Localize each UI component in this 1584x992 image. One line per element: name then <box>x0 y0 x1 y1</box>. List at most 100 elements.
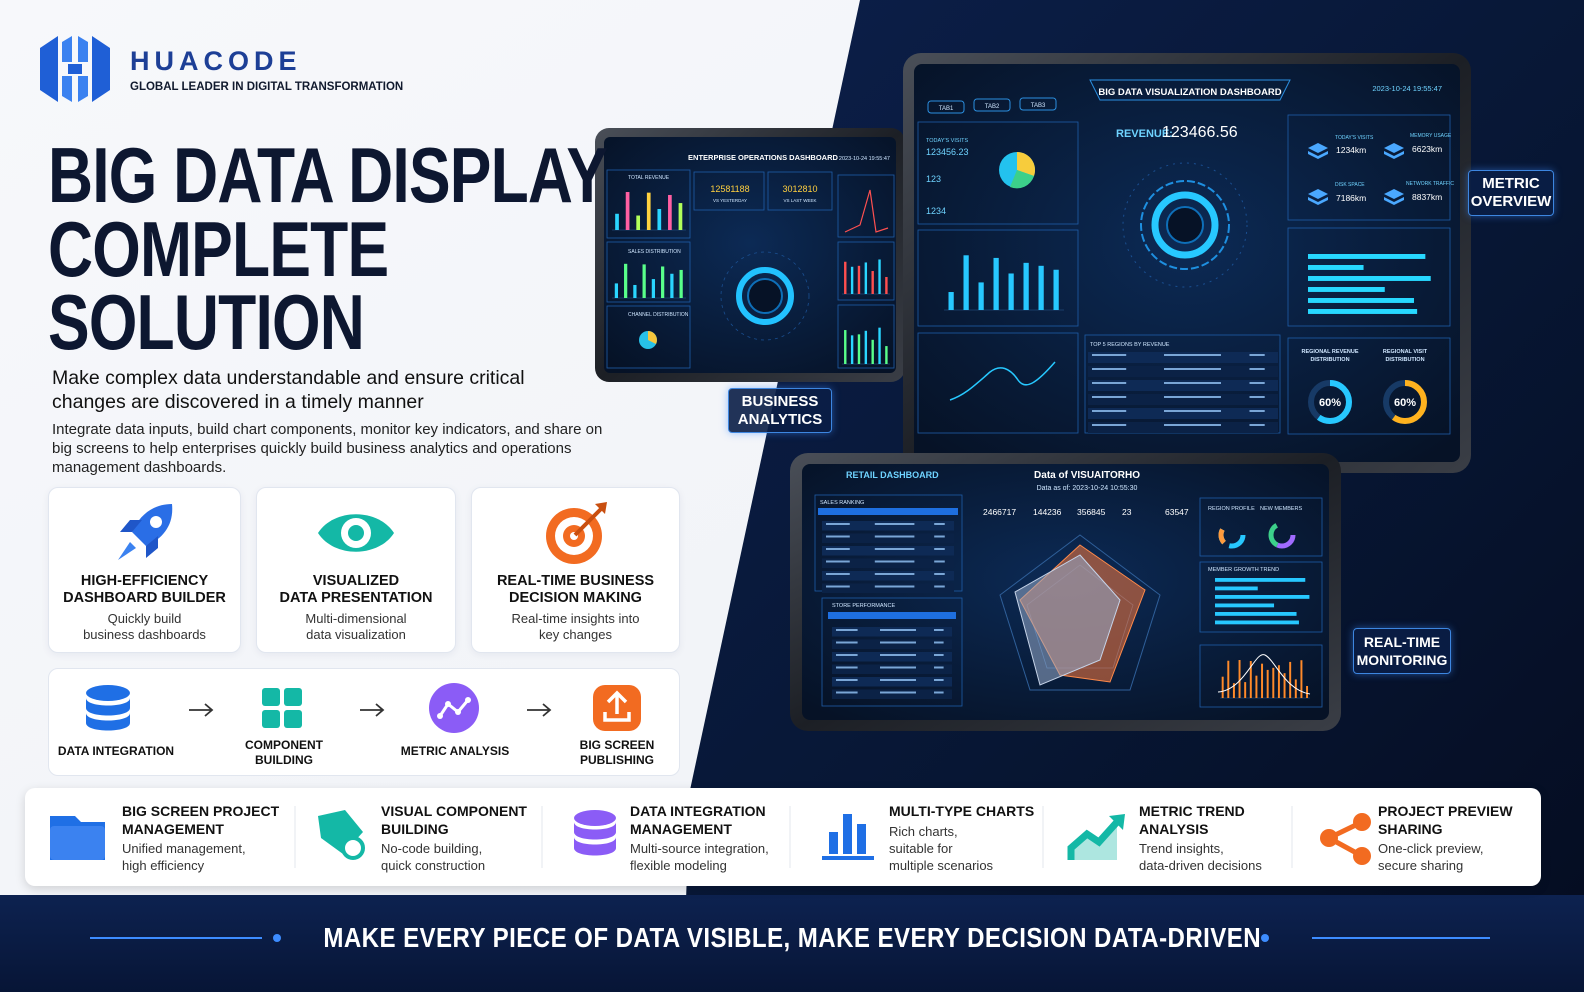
bar-decor <box>1308 276 1431 281</box>
cube-icon <box>1384 189 1404 205</box>
slogan: MAKE EVERY PIECE OF DATA VISIBLE, MAKE E… <box>0 922 1584 954</box>
radar-area <box>1014 554 1121 686</box>
capability-description: Rich charts, suitable for multiple scenari… <box>889 823 1034 874</box>
badge: REAL-TIME MONITORING <box>1353 628 1451 674</box>
row-decor <box>1088 380 1278 391</box>
tab[interactable] <box>1019 97 1057 111</box>
cell-decor <box>1092 424 1127 426</box>
badge: BUSINESS ANALYTICS <box>728 388 832 433</box>
bar-decor <box>1277 665 1280 698</box>
desc-line: secure sharing <box>1378 858 1464 873</box>
folder-icon <box>50 816 105 860</box>
bar-decor <box>1300 660 1303 698</box>
bar-decor <box>1272 667 1275 698</box>
metric-icons <box>1308 143 1404 205</box>
badge-line: BUSINESS <box>741 393 819 410</box>
tab-label[interactable]: TAB3 <box>1031 103 1046 109</box>
desc-line: data visualization <box>306 627 406 642</box>
title-line: DASHBOARD BUILDER <box>63 590 226 606</box>
capability: VISUAL COMPONENT BUILDING No-code building… <box>381 803 527 874</box>
tab-label[interactable]: TAB2 <box>985 104 1000 110</box>
desc-line: data-driven decisions <box>1139 858 1262 873</box>
cell-decor <box>1164 410 1221 412</box>
cube-icon <box>1308 189 1328 205</box>
kpi-box <box>693 171 765 211</box>
description: Integrate data inputs, build chart compo… <box>52 421 603 476</box>
cell-decor <box>836 666 858 669</box>
desc-line: Real-time insights into <box>511 611 640 626</box>
cell-decor <box>874 523 915 525</box>
tab-label[interactable]: TAB1 <box>939 106 954 112</box>
bar-decor <box>871 271 874 294</box>
capability-title: DATA INTEGRATION MANAGEMENT <box>630 803 769 838</box>
cell-decor <box>826 523 850 525</box>
panel <box>917 121 1079 225</box>
revenue-value: 123466.56 <box>1162 124 1238 141</box>
stat-value: 123 <box>926 174 941 184</box>
timestamp: 2023-10-24 19:55:47 <box>1372 84 1442 93</box>
bar-decor <box>1308 254 1426 259</box>
gauge-arc <box>1383 380 1427 424</box>
desc-line: Unified management, <box>122 841 246 856</box>
stat-value: 144236 <box>1033 507 1062 517</box>
rocket-icon <box>117 504 172 560</box>
tab[interactable] <box>927 100 965 114</box>
feature-description: Real-time insights into key changes <box>472 611 679 643</box>
bar-decor <box>963 255 969 310</box>
workflow-step: DATA INTEGRATION <box>36 744 196 759</box>
step-line: METRIC ANALYSIS <box>400 744 510 758</box>
bar-decor <box>993 257 999 310</box>
bar-decor <box>864 330 868 364</box>
title-line: REAL-TIME BUSINESS <box>496 573 655 589</box>
cell-decor <box>836 691 858 694</box>
cell-decor <box>1092 354 1127 356</box>
panel-title: NEW MEMBERS <box>1260 506 1303 512</box>
panel <box>606 305 691 369</box>
cell-decor <box>934 641 944 644</box>
eye-icon <box>318 514 394 552</box>
title-line: BUILDING <box>381 820 449 837</box>
cell-decor <box>880 679 916 681</box>
cell-decor <box>874 560 915 563</box>
step-line: BUILDING <box>255 753 313 767</box>
row-decor <box>1088 408 1278 419</box>
row-decor <box>822 533 954 543</box>
cell-decor <box>934 548 945 550</box>
feature-card: HIGH-EFFICIENCY DASHBOARD BUILDER Quickly… <box>48 487 241 653</box>
cell-decor <box>1164 354 1221 356</box>
bar-decor <box>1038 265 1044 310</box>
bar-decor <box>1215 586 1258 591</box>
brand-name: HUACODE <box>130 46 302 76</box>
bar-decor <box>646 192 651 230</box>
bar-decor <box>651 279 656 298</box>
gauge-title: DISTRIBUTION <box>1385 357 1424 363</box>
row-decor <box>832 689 952 699</box>
footer-band <box>0 895 1584 992</box>
cell-decor <box>1249 410 1265 412</box>
panel <box>1287 114 1451 221</box>
radar-decor <box>999 534 1161 691</box>
cell-decor <box>880 666 916 669</box>
cell-decor <box>826 548 850 550</box>
bar-decor <box>1008 273 1014 310</box>
cell-decor <box>934 523 945 525</box>
bar-decor <box>1255 675 1258 698</box>
bar-decor <box>1308 287 1385 292</box>
cell-decor <box>1249 354 1265 356</box>
gauge-label: 60% <box>1394 397 1416 409</box>
stat-value: 23 <box>1122 507 1132 517</box>
panel <box>1199 644 1323 708</box>
cell-decor <box>1092 382 1127 384</box>
row-decor <box>832 652 952 662</box>
desc-line: Multi-source integration, <box>630 841 769 856</box>
tab[interactable] <box>973 98 1011 112</box>
stat-value: 2466717 <box>983 507 1016 517</box>
row-decor <box>1088 422 1278 433</box>
panel-title: MEMBER GROWTH TREND <box>1208 567 1279 573</box>
mini-chart <box>842 327 890 365</box>
tablet-overview: BIG DATA VISUALIZATION DASHBOARD 2023-10… <box>903 53 1471 473</box>
bar-decor <box>878 327 881 364</box>
dividers <box>294 806 1293 868</box>
title-line: MANAGEMENT <box>630 820 732 837</box>
